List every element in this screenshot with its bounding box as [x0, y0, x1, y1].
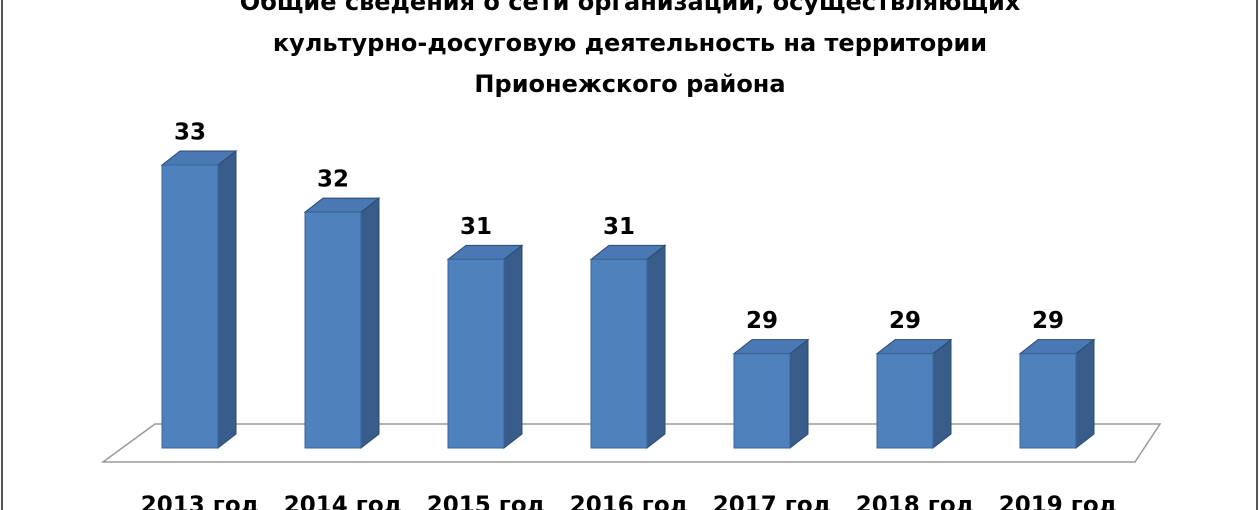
bar-side	[646, 244, 666, 450]
bar	[733, 353, 791, 449]
bar	[161, 164, 219, 449]
x-tick-label: 2017 год	[713, 493, 831, 510]
bar	[1019, 353, 1077, 449]
bar-side	[217, 149, 237, 450]
x-tick-label: 2014 год	[284, 493, 402, 510]
value-label: 32	[317, 167, 349, 193]
bar-side	[932, 338, 952, 450]
x-tick-label: 2016 год	[570, 493, 688, 510]
bar	[447, 258, 505, 449]
value-label: 29	[1032, 308, 1064, 334]
bar	[304, 211, 362, 449]
bar-side	[1075, 338, 1095, 450]
value-label: 33	[174, 120, 206, 146]
bar	[590, 258, 648, 449]
bar-side	[360, 197, 380, 450]
value-label: 31	[460, 214, 492, 240]
bar	[876, 353, 934, 449]
x-tick-label: 2019 год	[999, 493, 1117, 510]
bar-side	[503, 244, 523, 450]
chart-title: Общие сведения о сети организаций, осуще…	[239, 0, 1021, 98]
bar-side	[789, 338, 809, 450]
value-label: 29	[746, 308, 778, 334]
x-tick-label: 2013 год	[141, 493, 259, 510]
x-tick-label: 2015 год	[427, 493, 545, 510]
value-label: 29	[889, 308, 921, 334]
x-tick-label: 2018 год	[856, 493, 974, 510]
value-label: 31	[603, 214, 635, 240]
